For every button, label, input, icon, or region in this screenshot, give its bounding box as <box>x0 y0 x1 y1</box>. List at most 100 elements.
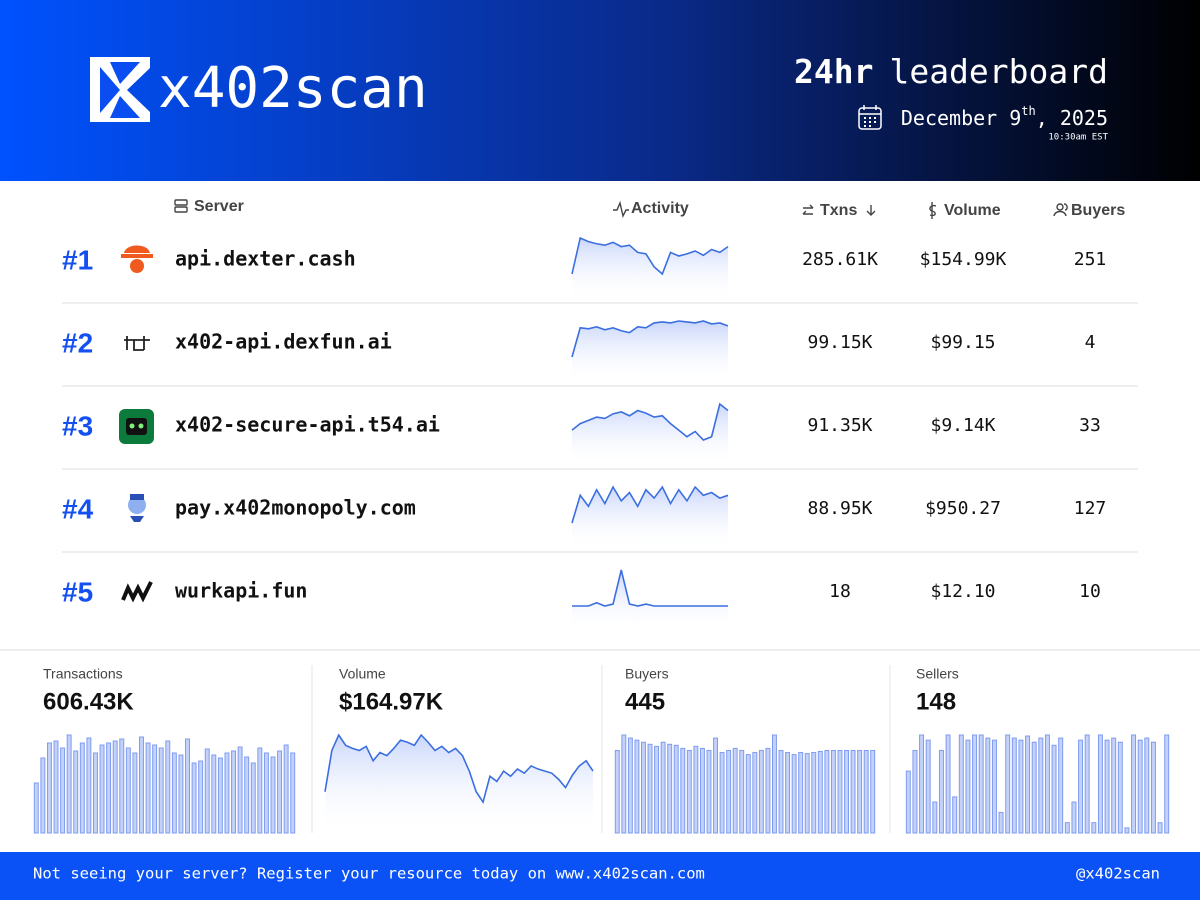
bar <box>765 747 771 834</box>
bar <box>1058 737 1064 834</box>
bar <box>905 770 911 834</box>
footer-band <box>0 852 1200 900</box>
bar <box>1157 822 1163 834</box>
bar <box>178 754 184 834</box>
title-rest: leaderboard <box>889 52 1108 91</box>
column-header: Buyers <box>1071 202 1125 219</box>
bar <box>706 749 712 834</box>
bar <box>857 749 863 834</box>
bar <box>1137 739 1143 834</box>
bar <box>165 740 171 834</box>
bar <box>830 749 836 834</box>
sparkline <box>571 236 729 276</box>
footer-handle: @x402scan <box>1076 865 1160 883</box>
bar <box>1005 734 1011 834</box>
rank: #4 <box>62 493 94 524</box>
column-icons <box>174 199 1068 219</box>
time: 10:30am EST <box>1048 133 1108 143</box>
bar <box>145 742 151 834</box>
server-name: x402-api.dexfun.ai <box>175 330 392 354</box>
bar <box>634 739 640 834</box>
sparkline <box>571 320 729 358</box>
bar <box>945 734 951 834</box>
area-line <box>324 733 594 804</box>
bar <box>1064 822 1070 834</box>
header-band <box>0 0 1200 181</box>
stat-label: Sellers <box>916 666 959 682</box>
bar <box>965 739 971 834</box>
bar <box>1071 801 1077 834</box>
sparkline-area <box>572 238 728 300</box>
bar <box>732 747 738 834</box>
bar <box>804 753 810 834</box>
bar <box>277 750 283 834</box>
bar <box>614 749 620 834</box>
bar <box>932 801 938 834</box>
date-suffix: th <box>1021 104 1035 118</box>
bar <box>647 743 653 834</box>
bar <box>1104 739 1110 834</box>
bar <box>1117 741 1123 834</box>
bar <box>739 749 745 834</box>
bar <box>699 747 705 834</box>
bar <box>231 750 237 834</box>
server-name: x402-secure-api.t54.ai <box>175 413 440 437</box>
buyers: 10 <box>1079 581 1101 602</box>
bar <box>73 750 79 834</box>
bar <box>938 749 944 834</box>
bar <box>263 752 269 834</box>
bar <box>1044 734 1050 834</box>
stat-value: 148 <box>916 688 956 715</box>
stat-value: 606.43K <box>43 688 134 715</box>
bar <box>1150 741 1156 834</box>
logo-icon <box>90 57 150 122</box>
bar <box>132 752 138 834</box>
txns: 99.15K <box>807 332 872 353</box>
bar <box>283 744 289 834</box>
rank: #3 <box>62 410 93 441</box>
bar <box>667 743 673 834</box>
buyers: 127 <box>1074 498 1107 519</box>
bar <box>693 745 699 834</box>
rank: #2 <box>62 327 93 358</box>
bar <box>863 749 869 834</box>
bar <box>53 740 59 834</box>
sparkline-area <box>572 570 728 632</box>
bar <box>1124 827 1130 834</box>
bar <box>1025 735 1031 834</box>
bar <box>86 737 92 834</box>
bar <box>257 747 263 834</box>
bar <box>660 741 666 834</box>
sparkline-area <box>572 404 728 466</box>
bar <box>778 749 784 834</box>
date-main: December 9 <box>901 106 1021 130</box>
bar <box>998 811 1004 834</box>
bar <box>972 734 978 834</box>
bar <box>912 749 918 834</box>
bar <box>66 734 72 834</box>
area-fill <box>325 735 593 833</box>
volume: $950.27 <box>925 498 1001 519</box>
bar <box>79 742 85 834</box>
bar <box>211 754 217 834</box>
bar <box>1097 734 1103 834</box>
buyers: 251 <box>1074 249 1107 270</box>
bar <box>198 760 204 834</box>
bar <box>40 757 46 834</box>
volume: $9.14K <box>930 415 995 436</box>
bar <box>1038 737 1044 834</box>
bar <box>1051 744 1057 834</box>
bar <box>171 752 177 834</box>
rank: #5 <box>62 576 93 607</box>
bar <box>837 749 843 834</box>
server-name: api.dexter.cash <box>175 247 356 271</box>
bar <box>991 739 997 834</box>
sparkline-area <box>572 321 728 383</box>
bar <box>60 747 66 834</box>
bar <box>1078 739 1084 834</box>
bar <box>844 749 849 834</box>
bar <box>785 752 791 834</box>
bar <box>237 746 243 834</box>
bar <box>791 754 797 834</box>
